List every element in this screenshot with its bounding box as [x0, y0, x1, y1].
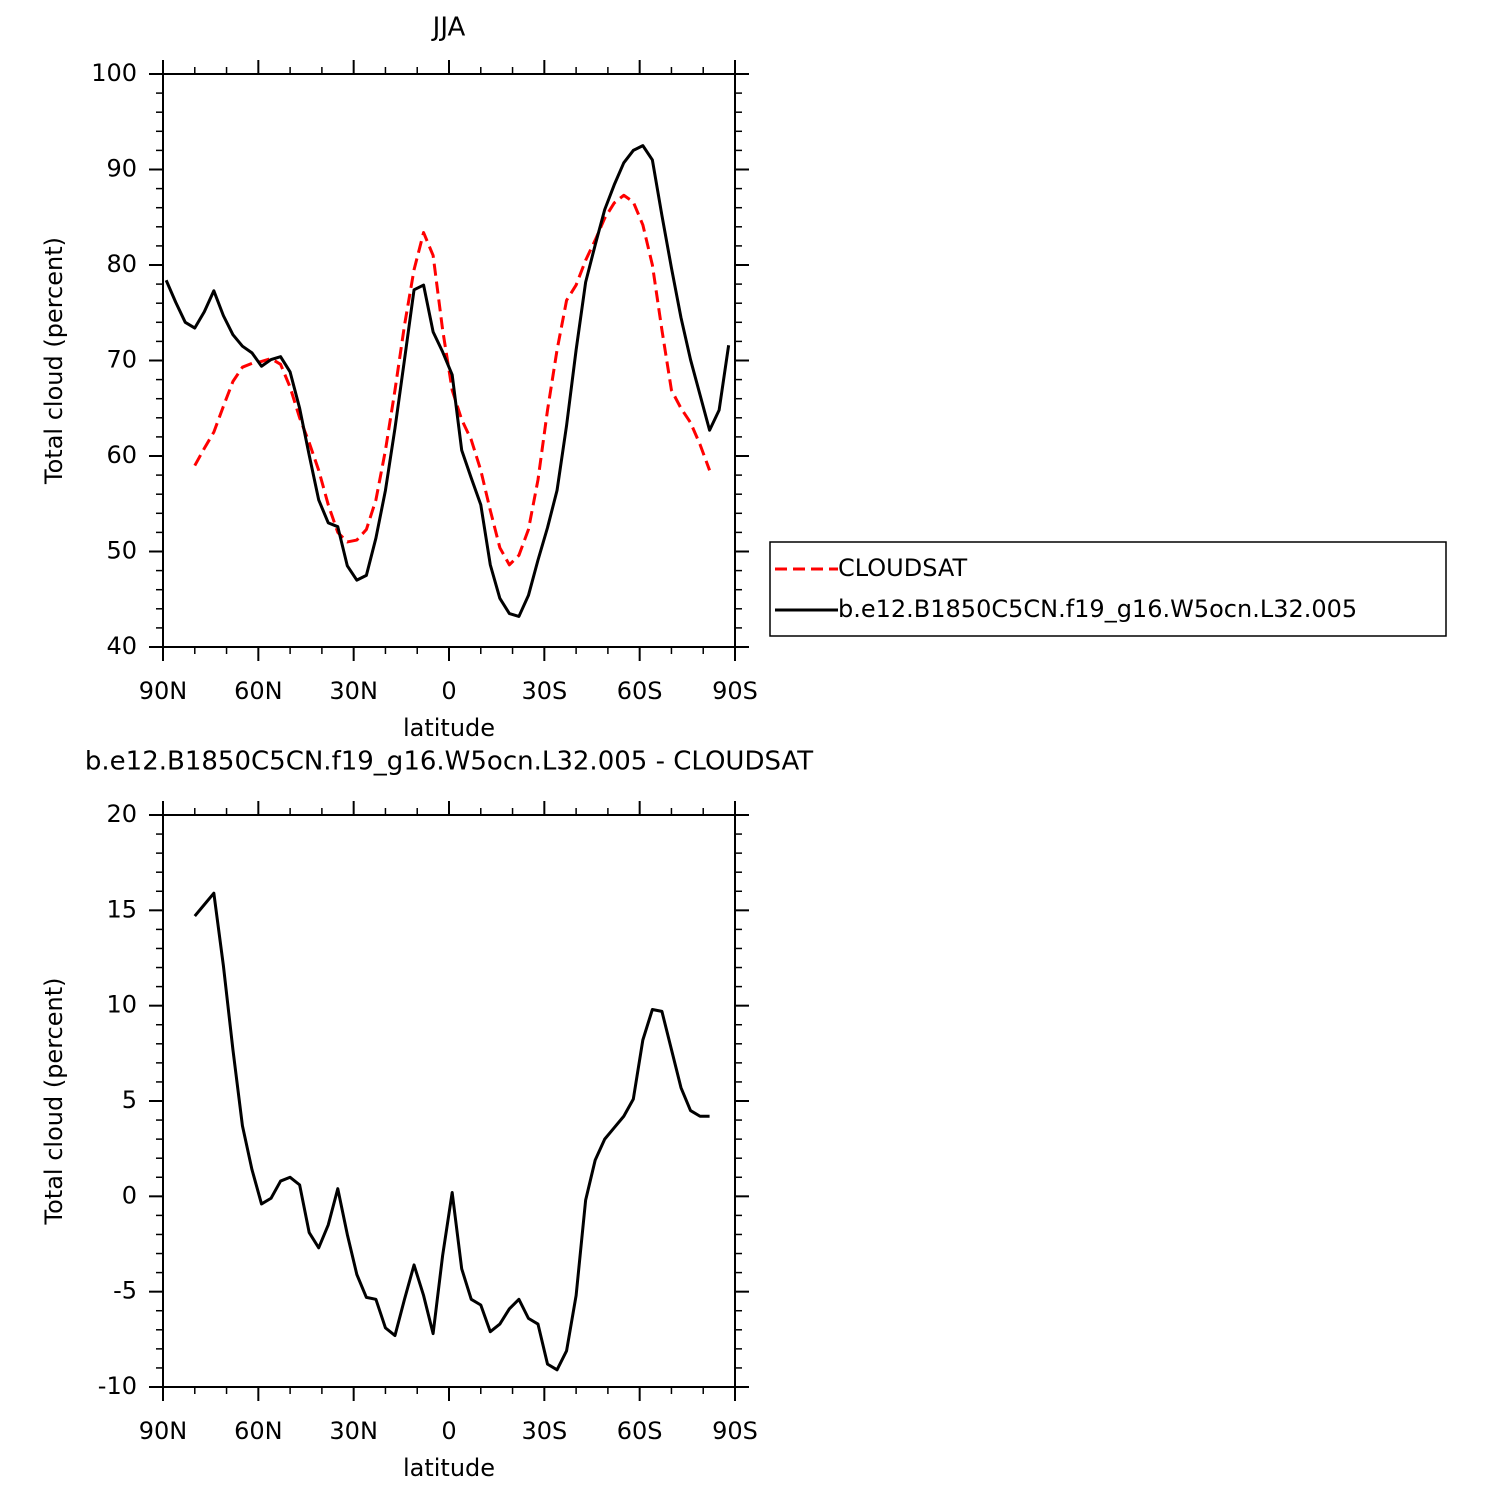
x-tick-label: 0 [441, 1417, 456, 1445]
x-tick-label: 60N [234, 677, 283, 705]
x-tick-label: 60S [617, 1417, 663, 1445]
y-tick-label: 100 [91, 59, 137, 87]
y-tick-label: 5 [122, 1086, 137, 1114]
data-line [164, 144, 731, 618]
x-tick-label: 60S [617, 677, 663, 705]
plot-area [193, 891, 710, 1372]
y-axis-label: Total cloud (percent) [40, 237, 68, 485]
chart-title: JJA [431, 13, 466, 43]
data-line [193, 891, 710, 1372]
y-axis-label: Total cloud (percent) [40, 978, 68, 1226]
x-tick-label: 90S [712, 677, 758, 705]
y-tick-label: 50 [106, 537, 137, 565]
x-tick-label: 90S [712, 1417, 758, 1445]
x-tick-label: 30N [329, 677, 378, 705]
y-tick-label: 80 [106, 250, 137, 278]
y-tick-label: -10 [98, 1372, 137, 1400]
x-tick-label: 0 [441, 677, 456, 705]
y-tick-label: 60 [106, 441, 137, 469]
x-tick-label: 30S [521, 1417, 567, 1445]
x-tick-label: 90N [139, 1417, 188, 1445]
y-tick-label: 0 [122, 1181, 137, 1209]
x-tick-label: 90N [139, 677, 188, 705]
y-tick-label: 70 [106, 346, 137, 374]
legend-label: b.e12.B1850C5CN.f19_g16.W5ocn.L32.005 [838, 595, 1357, 623]
x-axis-label: latitude [403, 714, 495, 742]
legend-label: CLOUDSAT [838, 554, 967, 582]
x-axis-label: latitude [403, 1454, 495, 1482]
y-tick-label: -5 [113, 1277, 137, 1305]
y-tick-label: 90 [106, 155, 137, 183]
x-tick-label: 30N [329, 1417, 378, 1445]
plot-area [164, 144, 731, 618]
plot-frame [162, 73, 736, 648]
y-tick-label: 10 [106, 991, 137, 1019]
data-line [193, 193, 711, 567]
x-tick-label: 30S [521, 677, 567, 705]
legend-box [769, 541, 1447, 637]
x-tick-label: 60N [234, 1417, 283, 1445]
y-tick-label: 40 [106, 632, 137, 660]
y-tick-label: 15 [106, 895, 137, 923]
plot-frame [162, 814, 736, 1388]
chart-title: b.e12.B1850C5CN.f19_g16.W5ocn.L32.005 - … [85, 747, 813, 777]
y-tick-label: 20 [106, 800, 137, 828]
